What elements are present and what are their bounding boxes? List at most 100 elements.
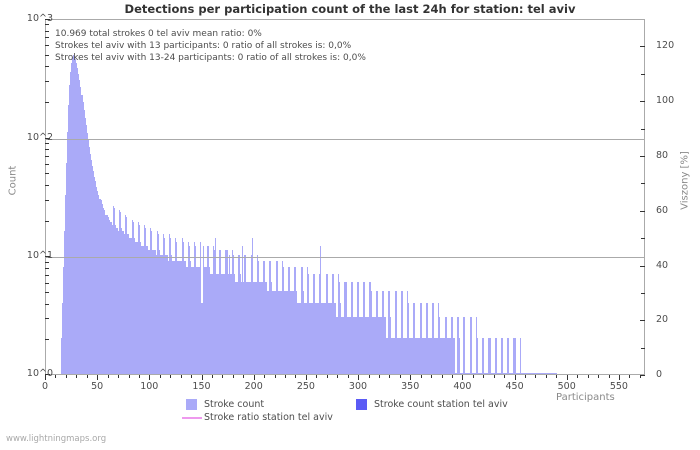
x-tick <box>462 375 464 380</box>
histogram-bar <box>315 302 317 374</box>
y-tick-minor-left <box>45 37 49 39</box>
histogram-bar <box>516 373 518 374</box>
histogram-bar <box>230 273 232 374</box>
histogram-bar <box>268 291 270 374</box>
histogram-bar <box>484 373 486 374</box>
histogram-bar <box>327 302 329 374</box>
x-axis-label: Participants <box>556 392 615 403</box>
histogram-bar <box>105 214 107 374</box>
histogram-bar <box>171 255 173 374</box>
x-tick-label: 550 <box>609 381 628 392</box>
histogram-bar <box>238 255 240 374</box>
histogram-bar <box>72 56 74 374</box>
y-tick-minor-left <box>45 199 49 201</box>
histogram-bar <box>358 281 360 374</box>
histogram-bar <box>321 302 323 374</box>
histogram-bar <box>307 273 309 374</box>
histogram-bar <box>156 231 158 374</box>
histogram-bar <box>370 291 372 374</box>
x-tick-minor <box>128 375 130 378</box>
histogram-bar <box>244 255 246 374</box>
x-tick-label: 500 <box>557 381 576 392</box>
histogram-bar <box>215 238 217 374</box>
histogram-bar <box>352 317 354 374</box>
histogram-bar <box>246 281 248 374</box>
histogram-bar <box>478 373 480 374</box>
histogram-bar <box>112 206 114 374</box>
histogram-bar <box>495 338 497 374</box>
histogram-bar <box>393 338 395 374</box>
histogram-bar <box>460 373 462 374</box>
histogram-bar <box>480 373 482 374</box>
histogram-bar <box>506 373 508 374</box>
histogram-bar <box>65 163 67 374</box>
histogram-bar <box>180 260 182 374</box>
histogram-bar <box>301 266 303 374</box>
histogram-bar <box>253 281 255 374</box>
histogram-bar <box>422 338 424 374</box>
histogram-bar <box>120 212 122 374</box>
histogram-bar <box>177 260 179 374</box>
histogram-bar <box>78 73 80 374</box>
histogram-bar <box>264 260 266 374</box>
x-tick-label: 450 <box>505 381 524 392</box>
histogram-bar <box>548 373 550 374</box>
histogram-bar <box>135 241 137 374</box>
histogram-bar <box>535 373 537 374</box>
histogram-bar <box>430 338 432 374</box>
y-tick-minor-left <box>45 220 49 222</box>
x-tick-minor <box>316 375 318 378</box>
x-tick <box>305 375 307 380</box>
x-tick-minor <box>274 375 276 378</box>
histogram-bar <box>529 373 531 374</box>
histogram-bar <box>73 54 75 374</box>
histogram-bar <box>273 291 275 374</box>
histogram-bar <box>106 214 108 374</box>
x-tick <box>97 375 99 380</box>
histogram-bar <box>334 302 336 374</box>
histogram-bar <box>150 228 152 374</box>
histogram-bar <box>513 338 515 374</box>
histogram-bar <box>270 260 272 374</box>
histogram-bar <box>404 338 406 374</box>
histogram-bar <box>514 338 516 374</box>
histogram-bar <box>482 338 484 374</box>
histogram-bar <box>304 302 306 374</box>
histogram-bar <box>132 222 134 374</box>
histogram-bar <box>139 241 141 374</box>
gridline <box>46 138 644 140</box>
histogram-bar <box>209 273 211 374</box>
histogram-bar <box>349 317 351 374</box>
histogram-bar <box>232 255 234 374</box>
histogram-bar <box>90 159 92 374</box>
histogram-bar <box>414 302 416 374</box>
histogram-bar <box>295 266 297 374</box>
histogram-bar <box>300 266 302 374</box>
y-tick-left <box>45 256 50 258</box>
histogram-bar <box>338 273 340 374</box>
histogram-bar <box>379 317 381 374</box>
x-tick-minor <box>525 375 526 378</box>
histogram-bar <box>328 302 330 374</box>
histogram-bar <box>361 317 363 374</box>
histogram-bar <box>184 260 186 374</box>
histogram-bar <box>427 338 429 374</box>
histogram-bar <box>445 317 447 374</box>
histogram-bar <box>218 273 220 374</box>
histogram-bar <box>87 139 89 374</box>
histogram-bar <box>88 146 90 374</box>
x-tick <box>149 375 151 380</box>
histogram-bar <box>103 208 105 374</box>
histogram-bar <box>170 238 172 374</box>
histogram-bar <box>104 210 106 374</box>
histogram-bar <box>335 302 337 374</box>
histogram-bar <box>175 238 177 374</box>
histogram-bar <box>534 373 536 374</box>
histogram-bar <box>81 94 83 374</box>
x-tick-minor <box>368 375 370 378</box>
histogram-bar <box>121 228 123 374</box>
histogram-bar <box>415 338 417 374</box>
histogram-bar <box>367 317 369 374</box>
histogram-bar <box>481 373 483 374</box>
y-tick-minor-left <box>45 173 49 175</box>
